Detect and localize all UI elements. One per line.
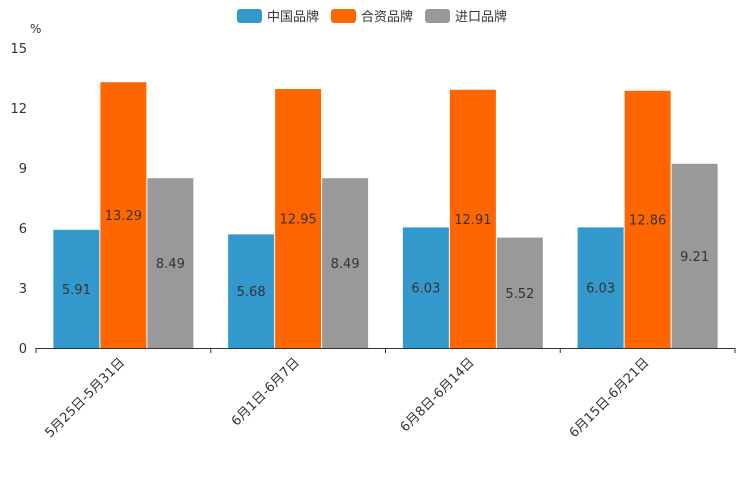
y-tick-label-3: 9 [19,162,27,177]
bar-1-2 [449,89,496,349]
data-labels: 5.91 13.29 8.49 5.68 12.95 8.49 6.03 12.91 5.52 6… [62,209,709,302]
data-label-2-3: 9.21 [680,250,709,265]
legend-label-2: 进口品牌 [455,9,507,25]
y-tick-label-0: 0 [19,342,27,357]
bar-1-1 [275,89,322,348]
bar-2-0 [147,178,194,348]
bar-1-0 [100,82,147,348]
legend-label-1: 合资品牌 [361,9,413,25]
bar-0-3 [577,227,624,348]
x-category-label-2: 6月8日-6月14日 [398,355,478,435]
bar-0-0 [53,229,100,348]
legend-swatch-2 [425,9,450,23]
bar-0-1 [228,234,275,348]
bars [53,82,718,349]
y-tick-label-1: 3 [19,282,27,297]
x-category-label-1: 6月1日-6月7日 [229,355,303,429]
data-label-0-0: 5.91 [62,283,91,298]
legend-swatch-0 [237,9,262,23]
data-label-1-0: 13.29 [105,209,142,224]
x-category-label-0: 5月25日-5月31日 [42,355,128,441]
data-label-0-1: 5.68 [237,285,266,300]
y-tick-label-2: 6 [19,222,27,237]
bar-2-3 [671,163,718,348]
y-tick-label-4: 12 [10,102,27,117]
bar-2-1 [322,178,369,348]
data-label-2-0: 8.49 [156,257,185,272]
data-label-1-1: 12.95 [280,213,317,228]
x-category-label-3: 6月15日-6月21日 [567,355,653,441]
data-label-1-3: 12.86 [629,213,666,228]
bar-2-2 [496,237,543,348]
legend: 中国品牌 合资品牌 进口品牌 [237,9,507,25]
data-label-1-2: 12.91 [454,213,491,228]
data-label-0-3: 6.03 [586,282,615,297]
y-axis: 0 3 6 9 12 15 [10,42,27,357]
data-label-0-2: 6.03 [411,282,440,297]
bar-1-3 [624,90,671,349]
x-axis: 5月25日-5月31日 6月1日-6月7日 6月8日-6月14日 6月15日-6月21… [35,348,736,441]
data-label-2-2: 5.52 [505,287,534,302]
legend-swatch-1 [331,9,356,23]
bar-0-2 [402,227,449,348]
y-tick-label-5: 15 [10,42,27,57]
data-label-2-1: 8.49 [331,257,360,272]
y-axis-unit-label: % [30,22,41,36]
legend-label-0: 中国品牌 [267,9,319,25]
